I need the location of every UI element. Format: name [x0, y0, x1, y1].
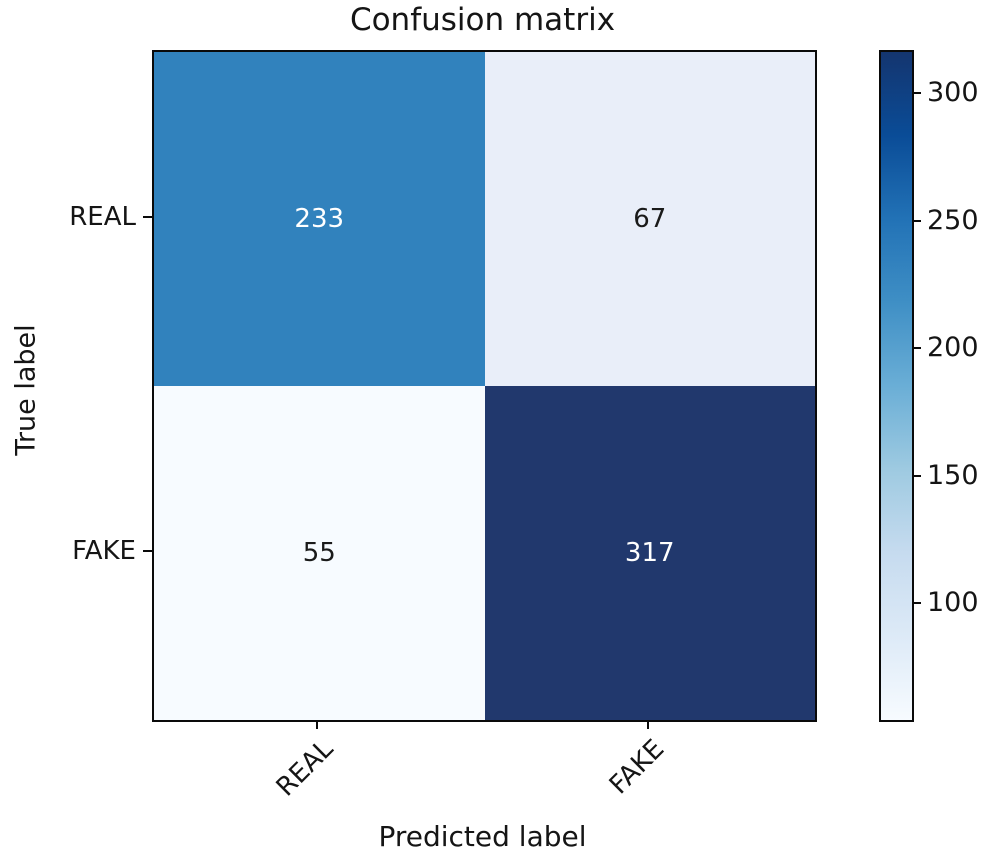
x-tick-mark-fake — [647, 720, 649, 729]
colorbar-tick-mark-100 — [912, 602, 921, 604]
y-tick-label-fake: FAKE — [72, 536, 136, 566]
y-tick-label-real: REAL — [69, 202, 136, 232]
colorbar-tick-label-300: 300 — [927, 77, 979, 108]
x-axis-label: Predicted label — [378, 820, 587, 853]
colorbar-tick-label-150: 150 — [927, 460, 979, 491]
x-tick-mark-real — [316, 720, 318, 729]
matrix-cell-real-real: 233 — [154, 52, 485, 386]
matrix-cell-fake-real: 55 — [154, 386, 485, 720]
colorbar-tick-mark-200 — [912, 347, 921, 349]
y-axis-label: True label — [10, 324, 42, 456]
colorbar-tick-mark-300 — [912, 92, 921, 94]
y-tick-mark-fake — [143, 550, 152, 552]
matrix-cell-real-fake: 67 — [484, 52, 815, 386]
colorbar-tick-label-200: 200 — [927, 332, 979, 363]
colorbar-tick-label-250: 250 — [927, 205, 979, 236]
colorbar-tick-mark-150 — [912, 475, 921, 477]
heatmap: 233 67 55 317 — [152, 50, 817, 722]
colorbar-gradient — [879, 50, 914, 722]
chart-title: Confusion matrix — [349, 2, 616, 38]
y-tick-mark-real — [143, 216, 152, 218]
colorbar-tick-mark-250 — [912, 220, 921, 222]
colorbar-tick-label-100: 100 — [927, 587, 979, 618]
matrix-cell-fake-fake: 317 — [484, 386, 815, 720]
